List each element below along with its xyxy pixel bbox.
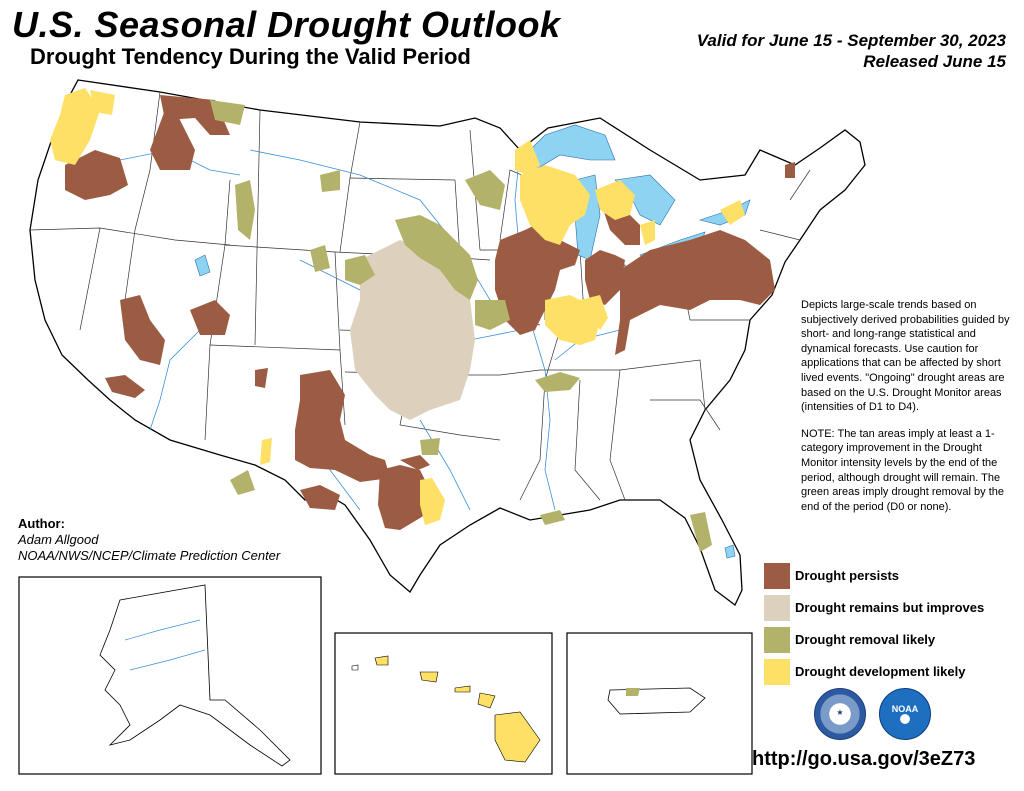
drought-improves-areas [350,240,475,420]
author-block: Author: Adam Allgood NOAA/NWS/NCEP/Clima… [18,516,280,564]
drought-persists-areas [65,95,795,530]
legend-swatch-persists [764,563,790,589]
valid-period: Valid for June 15 - September 30, 2023 [696,31,1006,50]
legend-label-removal: Drought removal likely [795,632,936,647]
commerce-seal-logo: ★ [814,688,866,740]
map-title: U.S. Seasonal Drought Outlook [12,4,561,45]
author-org: NOAA/NWS/NCEP/Climate Prediction Center [18,548,281,563]
alaska-land [99,584,291,767]
lake-okeechobee [724,544,736,559]
great-salt-lake [194,254,211,277]
valid-dates: Valid for June 15 - September 30, 2023 R… [697,30,1006,72]
map-subtitle: Drought Tendency During the Valid Period [30,44,471,69]
hawaii-islands [374,655,541,763]
noaa-logo: NOAA [879,688,931,740]
description-block: Depicts large-scale trends based on subj… [801,298,1017,526]
author-label: Author: [18,516,65,531]
legend-label-development: Drought development likely [795,664,966,679]
lake-superior [514,124,616,171]
release-date: Released June 15 [863,52,1006,71]
legend-swatch-improves [764,595,790,621]
puerto-rico-land [607,687,706,715]
note-text: NOTE: The tan areas imply at least a 1-c… [801,427,1004,513]
drought-development-areas [50,88,745,525]
legend-label-improves: Drought remains but improves [795,600,985,615]
author-name: Adam Allgood [18,532,99,547]
drought-removal-areas [210,100,712,552]
description-text: Depicts large-scale trends based on subj… [801,299,1010,414]
outlook-url[interactable]: http://go.usa.gov/3eZ73 [752,748,976,770]
legend-swatch-removal [764,627,790,653]
legend-swatch-development [764,659,790,685]
legend-label-persists: Drought persists [795,568,900,583]
